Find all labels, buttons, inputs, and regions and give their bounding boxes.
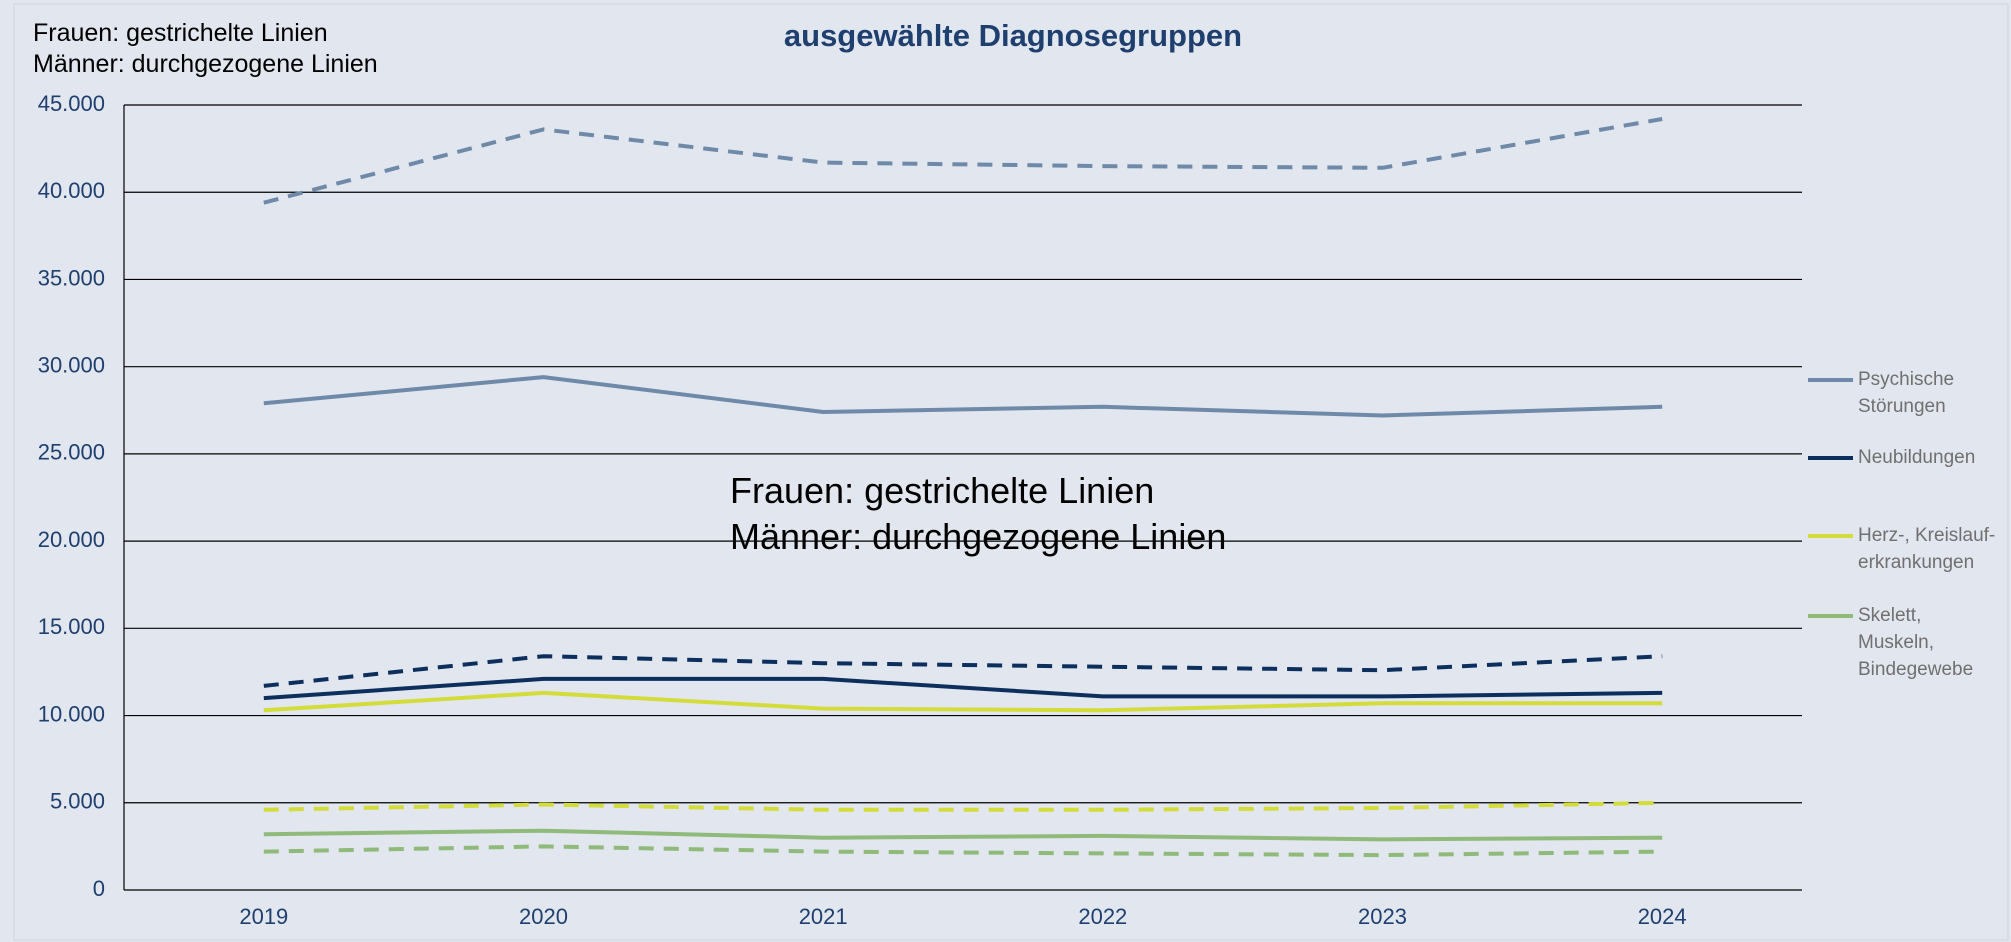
y-tick-label: 30.000 <box>38 352 105 377</box>
y-tick-label: 35.000 <box>38 265 105 290</box>
y-tick-label: 20.000 <box>38 527 105 552</box>
y-tick-label: 40.000 <box>38 178 105 203</box>
y-tick-label: 25.000 <box>38 440 105 465</box>
dashed-line <box>263 117 1663 205</box>
x-tick-label: 2024 <box>1638 904 1687 929</box>
chart-title: ausgewählte Diagnosegruppen <box>784 18 1242 53</box>
annotation: Frauen: gestrichelte Linien Männer: durc… <box>730 470 1227 557</box>
x-tick-label: 2021 <box>799 904 848 929</box>
solid-line <box>263 828 1663 842</box>
dashed-line <box>263 844 1663 858</box>
solid-line <box>263 375 1663 418</box>
dashed-line <box>263 800 1663 812</box>
legend-label: Psychische Störungen <box>1858 369 1955 417</box>
legend-label: Herz-, Kreislauf-erkrankungen <box>1858 525 1996 573</box>
x-tick-label: 2020 <box>519 904 568 929</box>
x-tick-label: 2023 <box>1358 904 1407 929</box>
y-tick-label: 5.000 <box>50 789 105 814</box>
legend-label: Skelett, Muskeln, Bindegewebe <box>1858 605 1974 680</box>
solid-line <box>263 676 1663 701</box>
y-tick-label: 15.000 <box>38 614 105 639</box>
note: Frauen: gestrichelte Linien Männer: durc… <box>33 19 378 78</box>
y-tick-label: 0 <box>93 876 105 901</box>
y-tick-label: 10.000 <box>38 701 105 726</box>
solid-line <box>263 690 1663 713</box>
legend-label: Neubildungen <box>1858 447 1976 468</box>
y-tick-label: 45.000 <box>38 91 105 116</box>
x-tick-label: 2019 <box>239 904 288 929</box>
dashed-line <box>263 654 1663 688</box>
frame <box>13 3 2009 941</box>
x-tick-label: 2022 <box>1078 904 1127 929</box>
